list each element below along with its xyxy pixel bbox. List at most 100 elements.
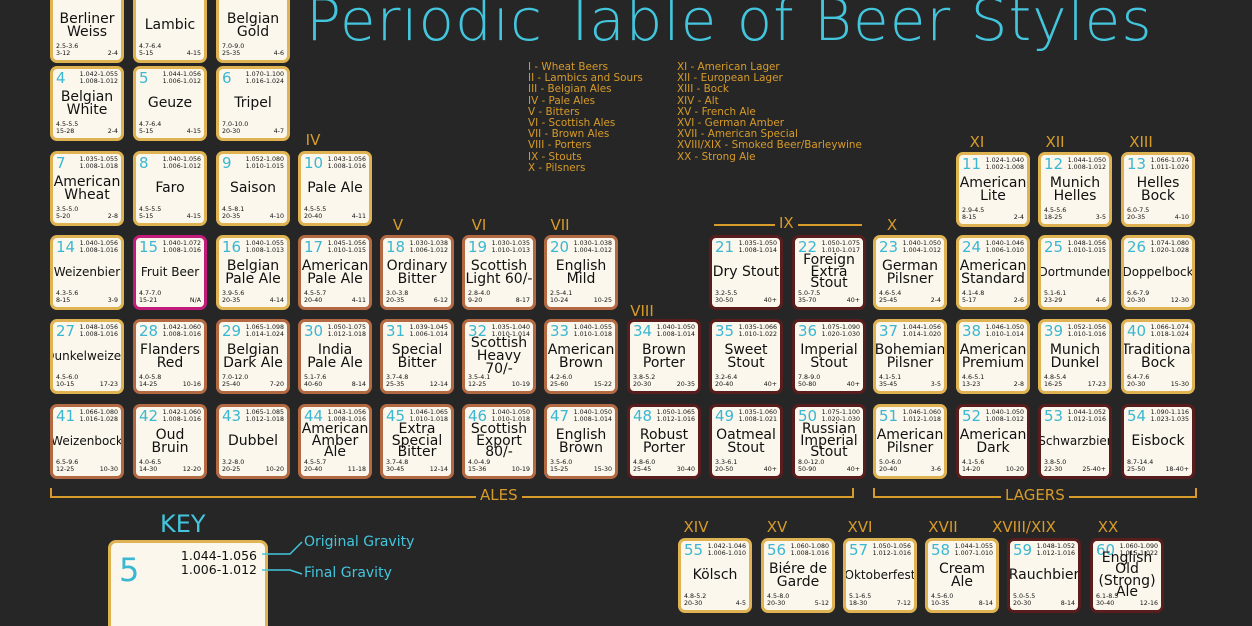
beer-style-cell[interactable]: 38 1.046-1.050 1.010-1.014 American Premium… [956,319,1030,394]
beer-style-cell[interactable]: 11 1.024-1.040 1.002-1.008 American Lite 2.9… [956,152,1030,227]
beer-style-cell[interactable]: 55 1.042-1.046 1.006-1.010 Kölsch 4.8-5.2 20… [678,538,752,613]
beer-style-cell[interactable]: 41 1.066-1.080 1.016-1.028 Weizenbock 6.5-9.… [50,404,124,479]
beer-style-cell[interactable]: 53 1.044-1.052 1.012-1.016 Schwarzbier 3.8-5… [1038,404,1112,479]
original-gravity: 1.042-1.046 [707,543,746,550]
beer-style-cell[interactable]: 60 1.060-1.090 1.015-1.022 English Old (Str… [1090,538,1164,613]
beer-style-cell[interactable]: 9 1.052-1.080 1.010-1.015 Saison 4.5-8.1 20-… [216,151,290,226]
gravity-values: 1.050-1.075 1.012-1.018 [328,324,366,338]
beer-style-cell[interactable]: 6 1.070-1.100 1.016-1.024 Tripel 7.0-10.0 20… [216,66,290,141]
style-name: Pale Ale [307,180,363,196]
beer-style-cell[interactable]: 40 1.066-1.074 1.018-1.024 Traditional Bock… [1121,319,1195,394]
final-gravity: 1.018-1.024 [1150,331,1189,338]
beer-style-cell[interactable]: 59 1.048-1.052 1.012-1.016 Rauchbier 5.0-5.5… [1007,538,1081,613]
beer-style-cell[interactable]: 50 1.075-1.100 1.020-1.030 Russian Imperial… [792,404,866,479]
style-name: Extra Special Bitter [391,421,443,461]
atomic-number: 15 [139,238,159,256]
beer-style-cell[interactable]: 37 1.044-1.056 1.014-1.020 Bohemian Pilsner… [873,319,947,394]
beer-style-cell[interactable]: 7 1.035-1.055 1.008-1.018 American Wheat 3.5… [50,151,124,226]
gravity-values: 1.066-1.074 1.011-1.020 [1151,157,1189,171]
beer-style-cell[interactable]: 48 1.050-1.065 1.012-1.016 Robust Porter 4.8… [627,404,701,479]
ibu-range: 4-15 [186,213,201,220]
atomic-number: 22 [798,238,818,256]
gravity-values: 1.035-1.066 1.010-1.022 [739,324,777,338]
beer-style-cell[interactable]: 5 1.044-1.056 1.006-1.012 Geuze 4.7-6.4 5-15… [133,66,207,141]
ibu-range: 8-17 [515,297,530,304]
key-fg-label: Final Gravity [304,565,392,581]
beer-style-cell[interactable]: 58 1.044-1.055 1.007-1.010 Cream Ale 4.5-6.0… [925,538,999,613]
beer-style-cell[interactable]: 39 1.052-1.056 1.010-1.016 Munich Dunkel 4.8… [1038,319,1112,394]
beer-style-cell[interactable]: 49 1.035-1.060 1.008-1.021 Oatmeal Stout 3.3… [709,404,783,479]
ibu-range: 4-15 [186,128,201,135]
beer-style-cell[interactable]: 271.048-1.0561.008-1.016Dunkelweizen4.5-… [50,319,124,394]
beer-style-cell[interactable]: 47 1.040-1.050 1.008-1.014 English Brown 3.5… [544,404,618,479]
beer-style-cell[interactable]: 54 1.090-1.116 1.023-1.035 Eisbock 8.7-14.4 … [1121,404,1195,479]
beer-style-cell[interactable]: 23 1.040-1.050 1.004-1.012 German Pilsner 4.… [873,235,947,310]
beer-style-cell[interactable]: 19 1.030-1.035 1.010-1.013 Scottish Light 6… [462,235,536,310]
beer-style-cell[interactable]: 13 1.066-1.074 1.011-1.020 Helles Bock 6.0-7… [1121,152,1195,227]
final-gravity: 1.012-1.018 [245,416,284,423]
beer-style-cell[interactable]: 30 1.050-1.075 1.012-1.018 India Pale Ale 5.… [298,319,372,394]
final-gravity: 1.006-1.014 [409,331,448,338]
beer-style-cell[interactable]: 14 1.040-1.056 1.008-1.016 Weizenbier 4.3-5.… [50,235,124,310]
beer-style-cell[interactable]: 18 1.030-1.038 1.006-1.012 Ordinary Bitter 3… [380,235,454,310]
abv-srm: 3.7-4.8 30-45 [386,459,409,473]
beer-style-cell[interactable]: 57 1.050-1.056 1.012-1.016 Oktoberfest 5.1-6… [843,538,917,613]
beer-style-cell[interactable]: 44 1.043-1.056 1.008-1.016 American Amber A… [298,404,372,479]
beer-style-cell[interactable]: Berliner Weiss 2.5-3.6 3-12 2-4 [50,0,124,63]
beer-style-cell[interactable]: 52 1.040-1.050 1.008-1.012 American Dark 4.1… [956,404,1030,479]
beer-style-cell[interactable]: 29 1.065-1.098 1.014-1.024 Belgian Dark Ale… [216,319,290,394]
gravity-values: 1.040-1.050 1.004-1.012 [903,240,941,254]
original-gravity: 1.075-1.100 [821,409,860,416]
beer-style-cell[interactable]: 21 1.035-1.050 1.008-1.014 Dry Stout 3.2-5.5… [709,235,783,310]
style-name: Saison [229,180,277,196]
final-gravity: 1.020-1.030 [821,331,860,338]
original-gravity: 1.043-1.056 [327,156,366,163]
gravity-values: 1.048-1.052 1.012-1.016 [1037,543,1075,557]
original-gravity: 1.040-1.050 [573,409,612,416]
gravity-values: 1.043-1.056 1.008-1.016 [328,156,366,170]
beer-style-cell[interactable]: 32 1.035-1.040 1.010-1.014 Scottish Heavy 7… [462,319,536,394]
ales-bracket-line [50,496,854,498]
beer-style-cell[interactable]: 28 1.042-1.060 1.008-1.016 Flanders Red 4.0-… [133,319,207,394]
beer-style-cell[interactable]: 31 1.039-1.045 1.006-1.014 Special Bitter 3.… [380,319,454,394]
beer-style-cell[interactable]: 20 1.030-1.038 1.004-1.012 English Mild 2.5-… [544,235,618,310]
original-gravity: 1.050-1.056 [872,543,911,550]
beer-style-cell[interactable]: 10 1.043-1.056 1.008-1.016 Pale Ale 4.5-5.5 … [298,151,372,226]
beer-style-cell[interactable]: 36 1.075-1.090 1.020-1.030 Imperial Stout 7.… [792,319,866,394]
beer-style-cell[interactable]: 46 1.040-1.050 1.010-1.018 Scottish Export … [462,404,536,479]
beer-style-cell[interactable]: 15 1.040-1.072 1.008-1.016 Fruit Beer 4.7-7.… [133,235,207,310]
ibu-range: 4-10 [269,213,284,220]
beer-style-cell[interactable]: 16 1.040-1.055 1.008-1.013 Belgian Pale Ale… [216,235,290,310]
style-name: Scottish Export 80/- [470,421,528,461]
ix-bracket-label: IX [775,214,798,232]
gravity-values: 1.060-1.090 1.015-1.022 [1120,543,1158,557]
beer-style-cell[interactable]: 24 1.040-1.046 1.006-1.010 American Standar… [956,235,1030,310]
atomic-number: 29 [222,322,242,340]
beer-style-cell[interactable]: 35 1.035-1.066 1.010-1.022 Sweet Stout 3.2-6… [709,319,783,394]
original-gravity: 1.030-1.038 [409,240,448,247]
beer-style-cell[interactable]: 26 1.074-1.080 1.020-1.028 Doppelbock 6.6-7.… [1121,235,1195,310]
beer-style-cell[interactable]: 43 1.065-1.085 1.012-1.018 Dubbel 3.2-8.0 20… [216,404,290,479]
ibu-range: 6-12 [433,297,448,304]
beer-style-cell[interactable]: 56 1.060-1.080 1.008-1.016 Biére de Garde 4.… [761,538,835,613]
abv-srm: 3.7-4.8 25-35 [386,374,409,388]
group-label: V [392,216,404,234]
beer-style-cell[interactable]: 25 1.048-1.056 1.010-1.015 Dortmunder 5.1-6.… [1038,235,1112,310]
beer-style-cell[interactable]: 22 1.050-1.075 1.010-1.017 Foreign Extra St… [792,235,866,310]
beer-style-cell[interactable]: 51 1.046-1.060 1.012-1.018 American Pilsner… [873,404,947,479]
legend-item: VIII - Porters [528,139,592,152]
beer-style-cell[interactable]: 17 1.045-1.056 1.010-1.015 American Pale Al… [298,235,372,310]
beer-style-cell[interactable]: 4 1.042-1.055 1.008-1.012 Belgian White 4.5-… [50,66,124,141]
beer-style-cell[interactable]: 42 1.042-1.060 1.008-1.016 Oud Bruin 4.0-6.5… [133,404,207,479]
atomic-number: 48 [633,407,653,425]
beer-style-cell[interactable]: 33 1.040-1.055 1.010-1.018 American Brown 4.… [544,319,618,394]
beer-style-cell[interactable]: 45 1.046-1.065 1.010-1.018 Extra Special Bi… [380,404,454,479]
atomic-number: 7 [56,154,66,172]
beer-style-cell[interactable]: Belgian Gold 7.0-9.0 25-35 4-6 [216,0,290,63]
beer-style-cell[interactable]: 8 1.040-1.056 1.006-1.012 Faro 4.5-5.5 5-15 4… [133,151,207,226]
beer-style-cell[interactable]: 12 1.044-1.050 1.008-1.012 Munich Helles 4.5… [1038,152,1112,227]
ibu-range: 25-40+ [1082,466,1106,473]
beer-style-cell[interactable]: Lambic 4.7-6.4 5-15 4-15 [133,0,207,63]
original-gravity: 1.042-1.055 [79,71,118,78]
beer-style-cell[interactable]: 34 1.040-1.050 1.008-1.014 Brown Porter 3.8-… [627,319,701,394]
